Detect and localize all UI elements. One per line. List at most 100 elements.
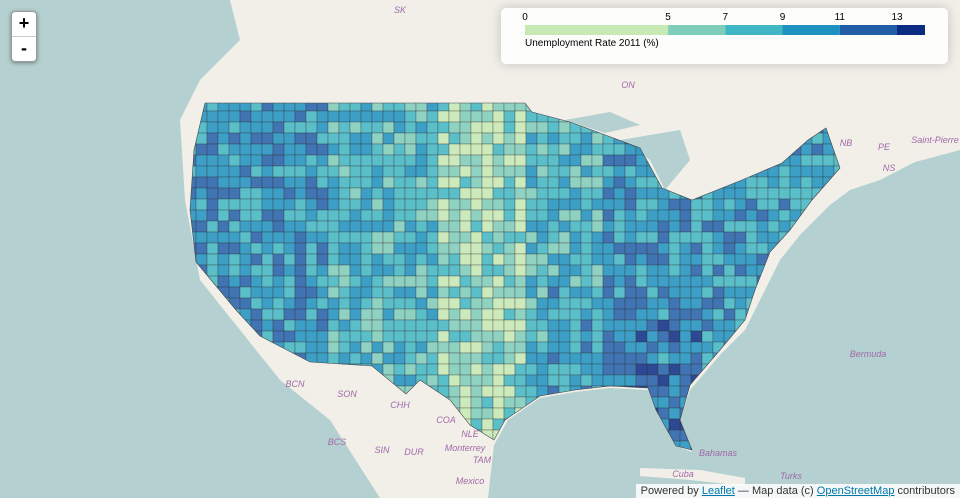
county (833, 209, 840, 222)
county (833, 242, 840, 255)
county (647, 452, 658, 463)
county (811, 396, 824, 409)
county (261, 385, 274, 398)
county (250, 154, 263, 167)
county (591, 220, 604, 233)
county (448, 319, 461, 332)
county (734, 418, 747, 431)
osm-link[interactable]: OpenStreetMap (816, 485, 895, 497)
county (283, 264, 296, 277)
county (195, 297, 208, 310)
leaflet-link[interactable]: Leaflet (701, 485, 735, 497)
county (404, 264, 417, 277)
county (426, 308, 439, 321)
county (591, 429, 604, 442)
county (195, 308, 208, 321)
county (514, 198, 527, 211)
county (536, 308, 549, 321)
county (316, 220, 329, 233)
county (635, 352, 648, 365)
county (558, 286, 571, 299)
county (349, 275, 362, 288)
county (635, 165, 648, 178)
county (503, 440, 516, 450)
county (503, 143, 516, 156)
county (316, 231, 329, 244)
county (591, 275, 604, 288)
county (591, 264, 604, 277)
county (635, 286, 648, 299)
county (481, 242, 494, 255)
county (316, 275, 329, 288)
county (481, 143, 494, 156)
zoom-out[interactable]: - (12, 36, 36, 61)
county (723, 187, 736, 200)
county (239, 440, 252, 450)
county (745, 352, 758, 365)
county (800, 374, 813, 387)
county (327, 264, 340, 277)
county (217, 143, 230, 156)
county (250, 275, 263, 288)
county (261, 308, 274, 321)
county (690, 418, 703, 431)
county (811, 176, 824, 189)
county (228, 429, 241, 442)
county (624, 187, 637, 200)
county (723, 385, 736, 398)
county (316, 286, 329, 299)
county (262, 452, 273, 463)
county (514, 242, 527, 255)
county (679, 374, 692, 387)
county (811, 330, 824, 343)
county (558, 440, 571, 450)
zoom-in[interactable]: + (18, 13, 30, 33)
county (371, 308, 384, 321)
county (591, 176, 604, 189)
county (613, 275, 626, 288)
county (393, 341, 406, 354)
county (393, 121, 406, 134)
legend-swatch (839, 25, 897, 35)
county (547, 352, 560, 365)
county (492, 363, 505, 376)
county (547, 374, 560, 387)
county (437, 253, 450, 266)
county (338, 187, 351, 200)
county (371, 132, 384, 145)
county (294, 132, 307, 145)
county (371, 330, 384, 343)
county (591, 352, 604, 365)
county (481, 352, 494, 365)
county (437, 286, 450, 299)
county (239, 143, 252, 156)
county (481, 110, 494, 123)
county (778, 297, 791, 310)
county (294, 154, 307, 167)
county (190, 429, 197, 442)
county (250, 176, 263, 189)
county (217, 319, 230, 332)
county (822, 154, 835, 167)
county (382, 253, 395, 266)
county (602, 363, 615, 376)
county (360, 352, 373, 365)
county (558, 198, 571, 211)
county (239, 253, 252, 266)
county (437, 209, 450, 222)
county (437, 330, 450, 343)
county (371, 275, 384, 288)
county (602, 297, 615, 310)
county (195, 220, 208, 233)
county (536, 264, 549, 277)
county (239, 363, 252, 376)
county (360, 297, 373, 310)
county (690, 198, 703, 211)
county (239, 132, 252, 145)
county (316, 319, 329, 332)
county (822, 440, 835, 450)
county (701, 341, 714, 354)
county (272, 121, 285, 134)
county (360, 264, 373, 277)
